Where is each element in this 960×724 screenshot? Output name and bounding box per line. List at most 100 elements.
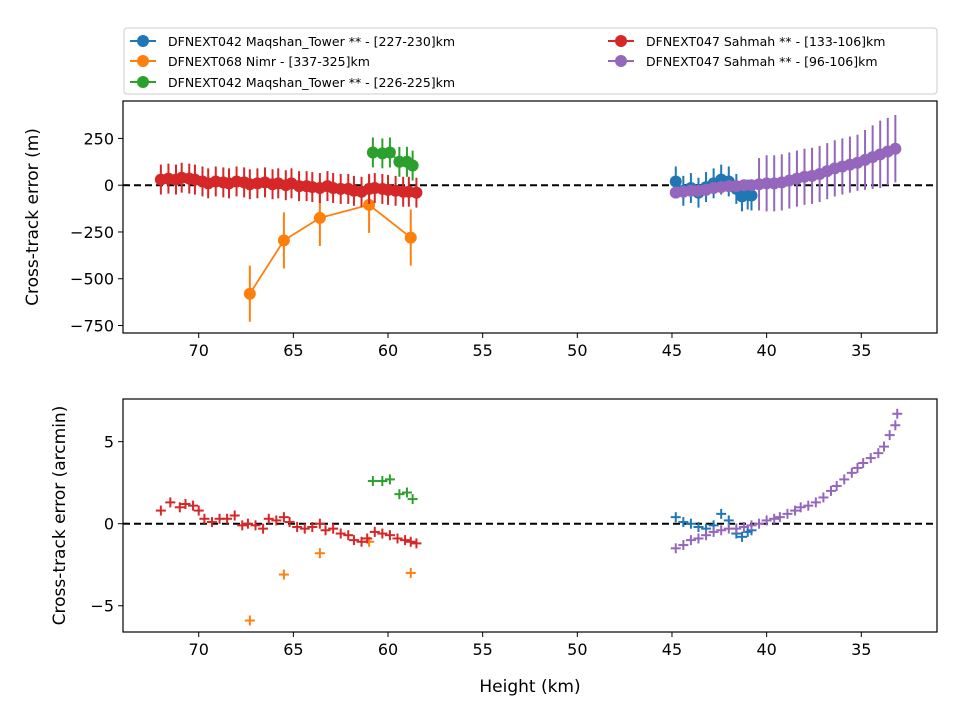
series-bottom-4-point xyxy=(790,505,801,516)
x-tick-label: 55 xyxy=(472,640,492,659)
series-bottom-2 xyxy=(367,474,418,505)
series-bottom-3-point xyxy=(348,535,359,546)
x-tick-label: 55 xyxy=(472,341,492,360)
series-top-1-point xyxy=(243,287,256,300)
y-tick-label: 0 xyxy=(104,515,114,534)
series-bottom-2-point xyxy=(367,476,378,487)
series-bottom-3-point xyxy=(299,523,310,534)
series-bottom-3-point xyxy=(369,526,380,537)
series-bottom-2-point xyxy=(384,474,395,485)
series-bottom-4-point xyxy=(746,520,757,531)
x-tick-label: 70 xyxy=(189,640,209,659)
series-bottom-3-point xyxy=(362,533,373,544)
series-top-4-point xyxy=(889,142,902,155)
series-bottom-4-point xyxy=(795,502,806,513)
legend-label: DFNEXT042 Maqshan_Tower ** - [226-225]km xyxy=(168,75,455,90)
series-bottom-3 xyxy=(155,497,422,549)
y-tick-label: −750 xyxy=(70,317,114,336)
series-bottom-3-point xyxy=(206,517,217,528)
series-bottom-4-point xyxy=(839,474,850,485)
series-bottom-3-point xyxy=(155,505,166,516)
series-top-2 xyxy=(366,137,419,181)
series-bottom-3-point xyxy=(284,517,295,528)
series-bottom-4-point xyxy=(738,521,749,532)
series-bottom-2-point xyxy=(394,489,405,500)
series-top-1-point xyxy=(277,234,290,247)
plot-area-top xyxy=(123,115,937,322)
series-bottom-3-point xyxy=(411,538,422,549)
series-bottom-4-point xyxy=(774,512,785,523)
series-bottom-4-point xyxy=(716,525,727,536)
legend-marker xyxy=(615,55,627,67)
x-tick-label: 45 xyxy=(662,640,682,659)
series-bottom-2-point xyxy=(377,476,388,487)
series-bottom-3-point xyxy=(165,497,176,508)
series-bottom-4-point xyxy=(818,492,829,503)
series-bottom-4-point xyxy=(701,530,712,541)
x-tick-label: 65 xyxy=(283,341,303,360)
series-bottom-4-point xyxy=(782,508,793,519)
axes-frame-bottom xyxy=(122,398,938,633)
series-bottom-4-point xyxy=(731,523,742,534)
series-bottom-2-point xyxy=(401,487,412,498)
series-bottom-4-point xyxy=(670,543,681,554)
series-bottom-4-point xyxy=(678,540,689,551)
series-bottom-1-point xyxy=(314,548,325,559)
series-bottom-4-point xyxy=(831,480,842,491)
series-bottom-3-point xyxy=(278,512,289,523)
series-top-2-point xyxy=(406,159,419,172)
series-bottom-0-point xyxy=(678,517,689,528)
y-tick-label: 5 xyxy=(104,433,114,452)
series-bottom-3-point xyxy=(405,536,416,547)
series-bottom-4-point xyxy=(858,457,869,468)
series-bottom-3-point xyxy=(307,521,318,532)
series-bottom-4-point xyxy=(873,448,884,459)
legend-item: DFNEXT047 Sahmah ** - [133-106]km xyxy=(608,34,885,49)
series-bottom-0-point xyxy=(716,508,727,519)
series-top-2-point xyxy=(383,146,396,159)
series-bottom-4-point xyxy=(810,497,821,508)
legend-label: DFNEXT047 Sahmah ** - [96-106]km xyxy=(646,54,878,69)
x-tick-label: 45 xyxy=(662,341,682,360)
series-bottom-4-point xyxy=(769,513,780,524)
series-bottom-4-point xyxy=(754,518,765,529)
series-bottom-4-point xyxy=(685,535,696,546)
legend-marker xyxy=(137,55,149,67)
series-bottom-3-point xyxy=(188,500,199,511)
series-bottom-0-point xyxy=(693,521,704,532)
series-bottom-4-point xyxy=(865,453,876,464)
series-top-0-point xyxy=(669,175,682,188)
x-tick-label: 70 xyxy=(189,341,209,360)
y-tick-label: −5 xyxy=(90,597,114,616)
y-axis-label: Cross-track error (arcmin) xyxy=(50,406,70,626)
x-axis-label: Height (km) xyxy=(479,677,580,697)
series-bottom-3-point xyxy=(242,518,253,529)
series-bottom-1 xyxy=(244,536,416,626)
legend-item: DFNEXT042 Maqshan_Tower ** - [227-230]km xyxy=(130,34,455,49)
series-top-3 xyxy=(154,162,423,208)
series-top-4 xyxy=(669,115,902,212)
axes-frame-top xyxy=(122,100,938,334)
series-bottom-3-point xyxy=(400,535,411,546)
series-bottom-3-point xyxy=(271,515,282,526)
series-bottom-3-point xyxy=(250,520,261,531)
series-bottom-4-point xyxy=(890,420,901,431)
y-tick-label: 0 xyxy=(104,176,114,195)
series-bottom-3-point xyxy=(180,499,191,510)
series-bottom-4-point xyxy=(892,408,903,419)
series-top-2-point xyxy=(366,146,379,159)
x-tick-label: 40 xyxy=(756,640,776,659)
series-bottom-3-point xyxy=(237,520,248,531)
legend-label: DFNEXT068 Nimr - [337-325]km xyxy=(168,54,370,69)
x-tick-label: 50 xyxy=(567,640,587,659)
series-top-3-point xyxy=(410,186,423,199)
series-bottom-4 xyxy=(670,408,903,554)
series-bottom-3-point xyxy=(222,513,233,524)
legend-item: DFNEXT042 Maqshan_Tower ** - [226-225]km xyxy=(130,75,455,90)
series-bottom-0-point xyxy=(737,531,748,542)
x-tick-label: 60 xyxy=(378,341,398,360)
series-top-1-point xyxy=(363,198,376,211)
series-bottom-3-point xyxy=(320,525,331,536)
